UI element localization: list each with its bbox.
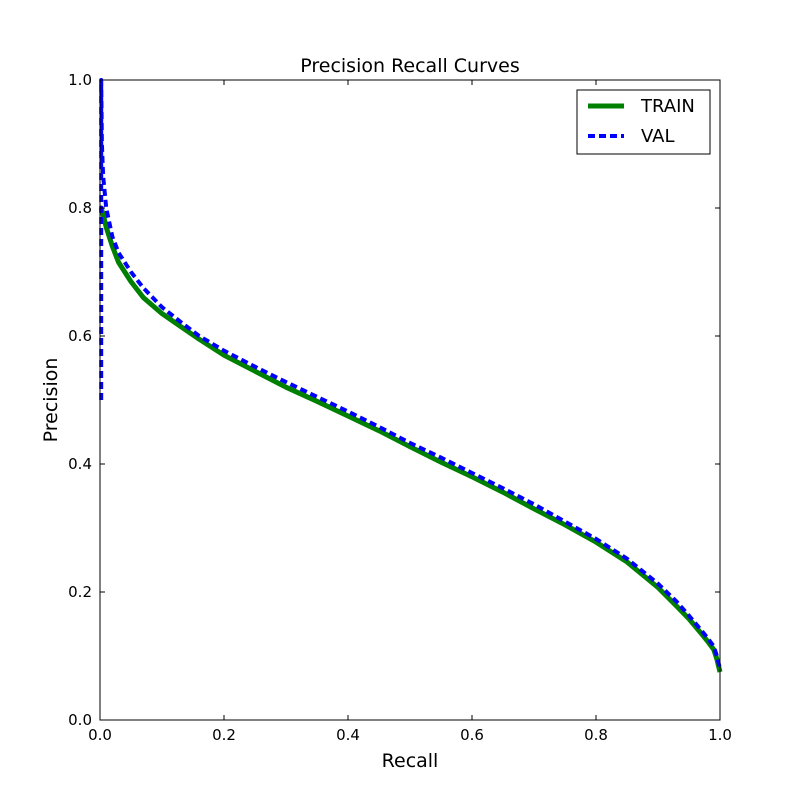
series-line-train xyxy=(98,205,723,673)
plot-frame xyxy=(99,79,721,721)
legend-label-train: TRAIN xyxy=(640,96,695,117)
x-axis-label: Recall xyxy=(382,750,439,772)
series-line-val xyxy=(99,78,722,670)
y-tick-label: 0.2 xyxy=(68,583,92,601)
x-tick-label: 0.4 xyxy=(336,726,360,744)
x-tick-label: 1.0 xyxy=(708,726,732,744)
x-tick-label: 0.6 xyxy=(460,726,484,744)
ticks-layer: 0.0 0.2 0.4 0.6 0.8 1.0 0.0 0.2 0.4 0.6 0.8 1.0 xyxy=(68,71,732,744)
series-layer xyxy=(98,78,723,673)
x-tick-label: 0.0 xyxy=(88,726,112,744)
legend-label-val: VAL xyxy=(641,126,675,147)
y-axis-label: Precision xyxy=(40,358,62,443)
y-tick-label: 0.8 xyxy=(68,199,92,217)
chart-title: Precision Recall Curves xyxy=(300,55,520,77)
x-tick-label: 0.8 xyxy=(584,726,608,744)
legend: TRAIN VAL xyxy=(576,89,711,155)
y-tick-label: 0.0 xyxy=(68,711,92,729)
y-tick-label: 0.4 xyxy=(68,455,92,473)
x-tick-label: 0.2 xyxy=(212,726,236,744)
y-tick-label: 1.0 xyxy=(68,71,92,89)
legend-box xyxy=(576,89,711,155)
y-tick-label: 0.6 xyxy=(68,327,92,345)
